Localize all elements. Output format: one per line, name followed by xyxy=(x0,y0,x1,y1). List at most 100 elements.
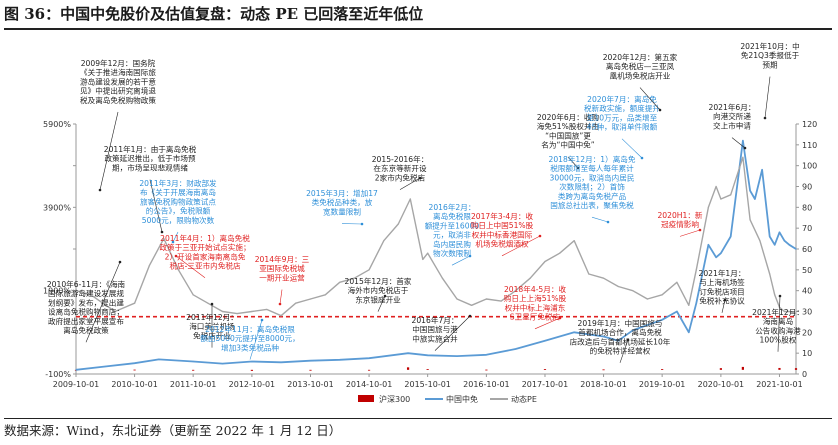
stock-point xyxy=(427,354,429,356)
pe-point xyxy=(397,223,399,225)
stock-point xyxy=(309,360,312,362)
annotation-line: 离岛免税政策 xyxy=(63,325,109,335)
right-tick-label: 80 xyxy=(802,203,812,212)
hs300-bar xyxy=(741,366,744,370)
annotation-line: 布《关于开展海南离岛 xyxy=(140,187,216,197)
pe-point xyxy=(661,294,663,296)
annotation-anchor xyxy=(278,302,282,306)
annotation-line: 权并中标香港国际 xyxy=(472,229,533,239)
annotation-line: 元，取消非 xyxy=(433,230,471,240)
annotation-anchor xyxy=(260,318,264,322)
annotation-anchor xyxy=(743,146,747,150)
annotation-connector xyxy=(721,299,726,313)
stock-point xyxy=(742,140,744,142)
annotation-line: 划纲要》发布，提出建 xyxy=(48,297,124,307)
stock-point xyxy=(707,244,709,246)
annotation-line: 2015年12月：首家 xyxy=(345,276,412,286)
x-tick-label: 2011-10-01 xyxy=(170,380,217,389)
annotation-line: 《关于推进海南国际旅 xyxy=(80,67,156,77)
annotation-connector xyxy=(679,229,701,237)
right-tick-label: 30 xyxy=(802,308,812,317)
pe-point xyxy=(90,294,92,296)
pe-point xyxy=(221,310,224,313)
annotation-line: 海免51%股权并由 xyxy=(537,121,599,131)
pe-point xyxy=(251,310,253,313)
annotation: 2019年1月：中国国旅与首都机场合作，离岛免税店改造后与首都机场延长10年的免… xyxy=(570,318,671,363)
x-tick-label: 2018-10-01 xyxy=(580,380,627,389)
stock-point xyxy=(761,169,763,171)
pe-point xyxy=(441,277,444,279)
annotation-line: 2）开设首家海南离岛免 xyxy=(165,251,246,261)
annotation-line: 预期 xyxy=(762,59,778,69)
pe-point xyxy=(783,310,786,313)
pe-point xyxy=(422,258,424,261)
annotation-line: 税及离岛免税购物政策 xyxy=(80,95,156,105)
stock-point xyxy=(715,256,717,258)
annotation-line: 机场免税烟酒权 xyxy=(475,239,529,249)
x-tick-label: 2014-10-01 xyxy=(346,380,393,389)
annotation-connector xyxy=(149,179,163,233)
annotation-line: 2009年12月：国务院 xyxy=(81,58,156,68)
annotation-line: 国际旅游岛建设发展规 xyxy=(48,288,124,298)
pe-point xyxy=(471,304,473,306)
annotation-connector xyxy=(567,156,579,169)
pe-point xyxy=(695,269,697,271)
stock-point xyxy=(339,359,341,361)
annotation-anchor xyxy=(98,188,102,192)
stock-point xyxy=(769,235,771,238)
hs300-bar xyxy=(543,369,547,370)
x-tick-label: 2009-10-01 xyxy=(53,380,100,389)
annotation: 2010年6-11月：《海南国际旅游岛建设发展规划纲要》发布，提出建设离岛免税购… xyxy=(47,260,126,343)
pe-point xyxy=(602,277,605,279)
stock-point xyxy=(407,352,409,354)
annotation-line: 2010年6-11月：《海南 xyxy=(47,279,126,289)
annotation-line: 类免税品种类，放 xyxy=(312,197,373,207)
hs300-bar xyxy=(661,369,664,370)
annotation-line: 额由5000元提升至8000元， xyxy=(200,333,299,343)
right-tick-label: 50 xyxy=(802,266,812,275)
annotation-line: 购日上上海51%股 xyxy=(504,293,567,303)
hs300-bar xyxy=(719,368,722,370)
annotation-line: S卫星厅免税店 xyxy=(510,312,561,322)
annotation-line: 2020年6月：收购 xyxy=(537,112,600,122)
annotation-connector xyxy=(501,235,541,257)
pe-point xyxy=(707,206,709,208)
stock-point xyxy=(515,348,517,350)
annotation-line: 政策延迟推出，低于市场预 xyxy=(104,153,196,163)
annotation-line: 2021年6月： xyxy=(709,102,756,112)
legend: 沪深300 中国中免 动态PE xyxy=(358,394,537,404)
stock-point xyxy=(133,362,136,364)
right-tick-label: 0 xyxy=(802,370,807,379)
pe-point xyxy=(456,298,458,300)
stock-point xyxy=(602,335,605,338)
stock-point xyxy=(158,358,160,361)
annotation-line: 的公告》，免税限额 xyxy=(146,206,211,216)
pe-point xyxy=(774,294,776,296)
annotation-line: 2021年1月： xyxy=(699,268,746,278)
annotation-anchor xyxy=(538,234,542,238)
pe-point xyxy=(383,240,385,242)
annotation-connector xyxy=(99,111,119,191)
right-tick-label: 60 xyxy=(802,245,812,254)
x-tick-label: 2010-10-01 xyxy=(111,380,158,389)
annotation-line: 2016年7月： xyxy=(412,315,459,325)
pe-point xyxy=(133,302,136,304)
annotation-line: 2011年3月：财政部发 xyxy=(139,178,217,188)
hs300-bar xyxy=(485,369,488,371)
pe-point xyxy=(795,312,797,315)
stock-point xyxy=(676,310,678,313)
stock-point xyxy=(573,331,575,333)
stock-point xyxy=(720,252,722,254)
pe-point xyxy=(788,310,790,313)
annotation-line: 设离岛免税购物商店； xyxy=(48,307,124,317)
annotation: 2009年12月：国务院《关于推进海南国际旅游岛建设发展的若干意见》中提出研究离… xyxy=(80,58,156,192)
pe-point xyxy=(148,265,150,267)
right-tick-label: 120 xyxy=(802,120,817,129)
